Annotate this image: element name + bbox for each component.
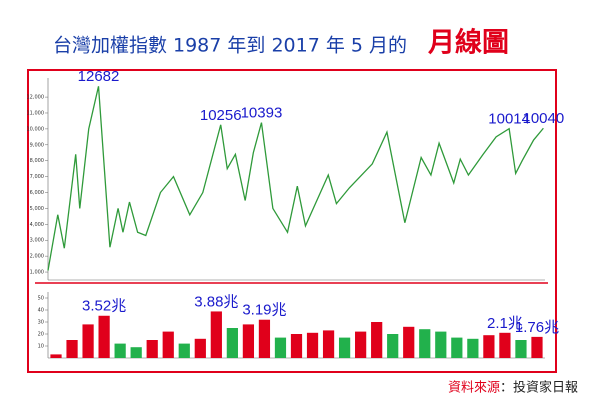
y-tick-label: 10 <box>38 344 44 350</box>
title: 台灣加權指數 1987 年到 2017 年 5 月的 <box>53 35 407 57</box>
y-tick-label: 12,000 <box>27 95 45 101</box>
y-tick-label: 2,000 <box>30 254 44 260</box>
volume-bar <box>306 332 319 358</box>
y-tick-label: 50 <box>38 296 44 302</box>
y-tick-label: 20 <box>38 332 44 338</box>
volume-bar <box>82 324 94 358</box>
volume-bar <box>226 328 238 358</box>
y-tick-label: 9,000 <box>30 142 44 148</box>
annotation: 10040 <box>523 110 565 127</box>
annotation: 3.19兆 <box>242 302 286 319</box>
volume-bar <box>98 315 110 358</box>
volume-bar <box>114 343 126 358</box>
volume-bar <box>451 337 463 358</box>
annotation: 3.88兆 <box>194 293 238 310</box>
y-tick-label: 1,000 <box>30 270 44 276</box>
index-line <box>47 86 544 271</box>
volume-bar <box>355 331 367 358</box>
volume-bar <box>483 335 495 358</box>
volume-bar <box>274 337 287 358</box>
volume-bar <box>194 338 206 358</box>
volume-bar <box>50 354 62 358</box>
volume-bar <box>290 334 303 358</box>
volume-bar <box>258 319 271 358</box>
annotation: 10256 <box>200 107 242 124</box>
volume-bar <box>515 340 527 358</box>
volume-bar <box>467 338 479 358</box>
y-tick-label: 3,000 <box>30 238 44 244</box>
y-tick-label: 7,000 <box>30 174 44 180</box>
volume-bar <box>162 331 174 358</box>
annotation: 12682 <box>78 68 120 85</box>
volume-bar <box>435 331 447 358</box>
volume-bar <box>178 343 190 358</box>
volume-bar <box>146 340 158 358</box>
y-tick-label: 10,000 <box>27 126 45 132</box>
volume-bar <box>130 347 142 358</box>
y-tick-label: 8,000 <box>30 158 44 164</box>
y-tick-label: 5,000 <box>30 206 44 212</box>
volume-bar <box>531 336 543 358</box>
annotation: 2.1兆 <box>487 315 523 332</box>
y-tick-label: 11,000 <box>27 110 45 116</box>
volume-bar <box>322 330 335 358</box>
annotation: 10014 <box>488 111 530 128</box>
annotation: 3.52兆 <box>82 298 126 315</box>
y-tick-label: 6,000 <box>30 190 44 196</box>
volume-bar <box>499 332 511 358</box>
y-tick-label: 4,000 <box>30 222 44 228</box>
volume-bar <box>66 340 78 358</box>
volume-bar <box>210 311 222 358</box>
volume-bar <box>403 326 415 358</box>
y-tick-label: 30 <box>38 320 44 326</box>
annotation: 10393 <box>241 105 283 122</box>
source-label: 資料來源 <box>448 381 500 396</box>
volume-bar <box>242 324 255 358</box>
title-emphasis: 月線圖 <box>427 27 509 59</box>
volume-bar <box>419 329 431 358</box>
annotation: 1.76兆 <box>515 319 559 336</box>
volume-bar <box>338 337 351 358</box>
y-tick-label: 40 <box>38 308 44 314</box>
volume-bar <box>387 334 399 358</box>
volume-bar <box>371 322 383 358</box>
source-text: ：投資家日報 <box>500 380 578 396</box>
